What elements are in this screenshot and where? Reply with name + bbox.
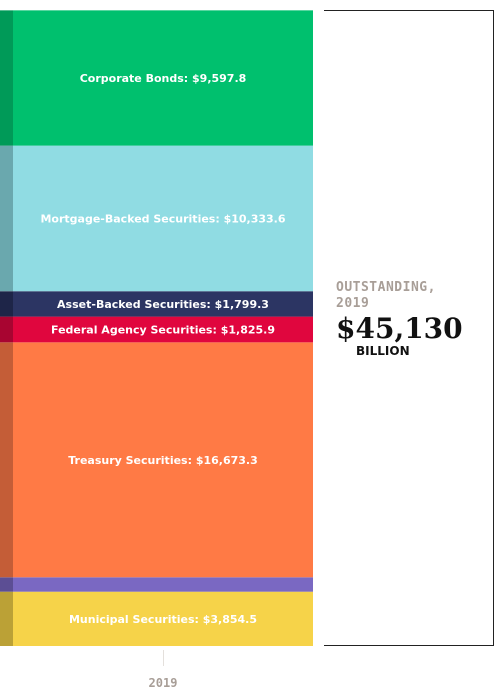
segment-label-federal-agency-securities: Federal Agency Securities: $1,825.9 [51, 323, 275, 336]
bar-side-mortgage-backed-securities [0, 145, 13, 292]
segment-label-corporate-bonds: Corporate Bonds: $9,597.8 [80, 72, 247, 85]
bar-segment-money-market [13, 577, 313, 592]
bar-segment-federal-agency-securities [13, 316, 313, 343]
bar-segment-corporate-bonds [13, 10, 313, 146]
total-caption-line1: OUTSTANDING, [336, 280, 436, 295]
x-axis-label: 2019 [148, 676, 178, 690]
bar-side-treasury-securities [0, 342, 13, 578]
total-value: $45,130 [336, 312, 463, 345]
segment-label-asset-backed-securities: Asset-Backed Securities: $1,799.3 [57, 298, 269, 311]
bar-side-federal-agency-securities [0, 316, 13, 343]
segment-label-mortgage-backed-securities: Mortgage-Backed Securities: $10,333.6 [40, 212, 285, 225]
bar-side-money-market [0, 577, 13, 592]
bar-segment-mortgage-backed-securities [13, 145, 313, 292]
bar-segment-municipal-securities [13, 591, 313, 646]
bar-segment-treasury-securities [13, 342, 313, 578]
total-caption-line2: 2019 [336, 296, 370, 311]
bar-side-corporate-bonds [0, 10, 13, 146]
bar-side-municipal-securities [0, 591, 13, 646]
total-unit: BILLION [356, 344, 410, 358]
total-outline-box [324, 10, 494, 646]
x-axis-tick [163, 650, 164, 666]
total-annotation: OUTSTANDING, 2019 $45,130 BILLION [336, 280, 496, 358]
segment-label-treasury-securities: Treasury Securities: $16,673.3 [68, 454, 258, 467]
bar-side-asset-backed-securities [0, 291, 13, 317]
segment-label-municipal-securities: Municipal Securities: $3,854.5 [69, 613, 257, 626]
bar-segment-asset-backed-securities [13, 291, 313, 317]
